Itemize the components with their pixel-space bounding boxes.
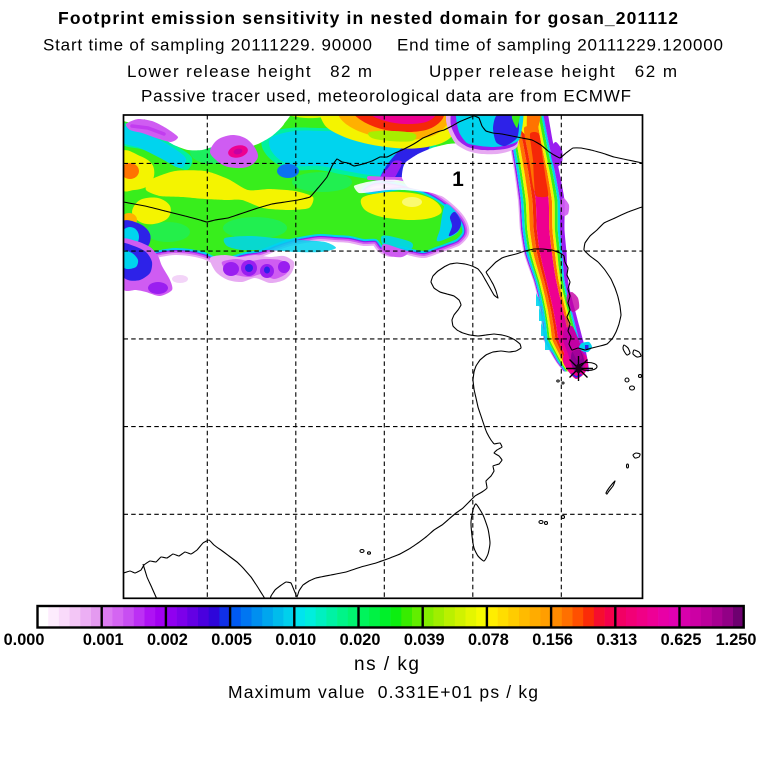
svg-text:0.625: 0.625 — [661, 631, 702, 649]
svg-text:Lower release height 82 m: Lower release height 82 m — [127, 62, 372, 81]
svg-text:Start time of sampling 2011122: Start time of sampling 20111229. 90000 — [43, 36, 372, 55]
svg-text:1.250: 1.250 — [716, 631, 757, 649]
svg-text:0.000: 0.000 — [4, 631, 45, 649]
svg-text:0.156: 0.156 — [532, 631, 573, 649]
svg-text:Maximum value 0.331E+01 ps /: Maximum value 0.331E+01 ps / kg — [228, 682, 538, 702]
svg-text:0.020: 0.020 — [340, 631, 381, 649]
svg-text:Passive tracer used, meteorolo: Passive tracer used, meteorological data… — [141, 87, 631, 106]
svg-text:0.002: 0.002 — [147, 631, 188, 649]
svg-text:End time of sampling 20111229.: End time of sampling 20111229.120000 — [397, 36, 723, 55]
svg-text:0.078: 0.078 — [468, 631, 509, 649]
svg-text:0.010: 0.010 — [275, 631, 316, 649]
svg-text:Footprint emission sensitivity: Footprint emission sensitivity in nested… — [58, 8, 678, 28]
svg-text:0.001: 0.001 — [83, 631, 124, 649]
svg-text:0.005: 0.005 — [211, 631, 252, 649]
svg-text:Upper release height 62 m: Upper release height 62 m — [429, 62, 677, 81]
svg-text:ns / kg: ns / kg — [354, 654, 419, 675]
svg-text:0.313: 0.313 — [596, 631, 637, 649]
svg-text:1: 1 — [452, 168, 464, 191]
svg-text:0.039: 0.039 — [404, 631, 445, 649]
